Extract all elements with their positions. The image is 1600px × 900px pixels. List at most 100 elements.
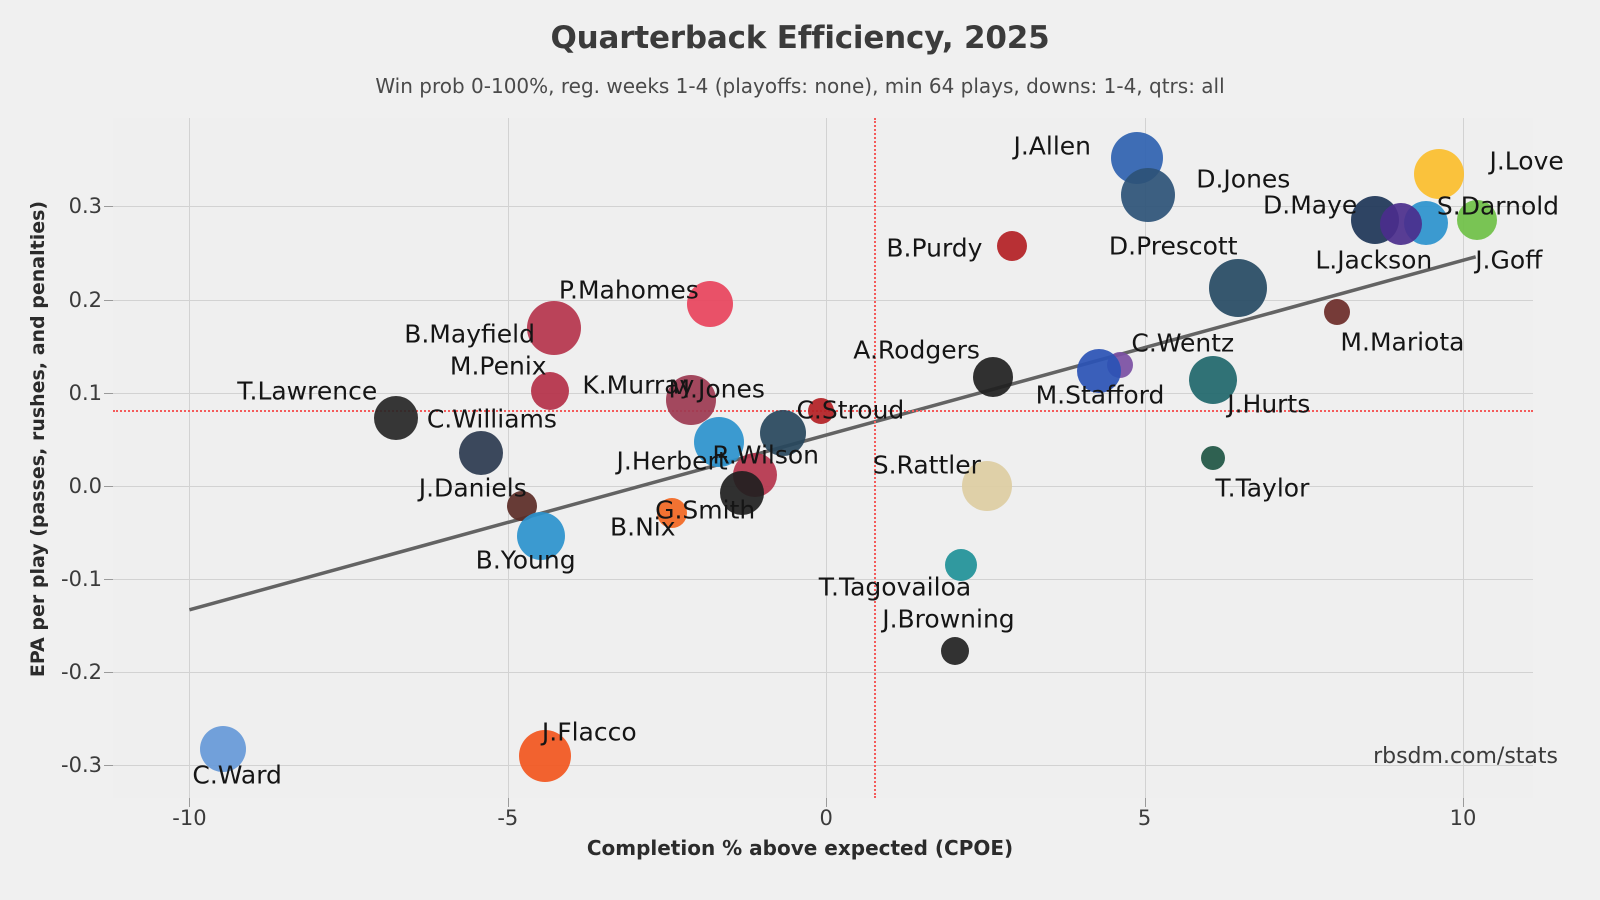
- tick-label-x-5: 5: [1137, 806, 1152, 830]
- data-point-b-nix[interactable]: [516, 512, 565, 561]
- x-axis-title: Completion % above expected (CPOE): [586, 836, 1014, 860]
- point-label-t-taylor: T.Taylor: [1215, 473, 1310, 503]
- tickmark-y--0.3: [104, 765, 113, 767]
- gridline-y-0.0: [113, 485, 1533, 487]
- data-point-j-herbert[interactable]: [720, 471, 765, 516]
- data-point-t-tagovailoa[interactable]: [945, 549, 978, 582]
- tickmark-y-0.1: [104, 392, 113, 394]
- tick-label-y--0.2: -0.2: [61, 660, 102, 685]
- data-point-unlabeled[interactable]: [808, 398, 835, 425]
- data-point-l-jackson[interactable]: [1379, 203, 1422, 246]
- data-point-b-purdy[interactable]: [997, 230, 1028, 261]
- point-label-t-tagovailoa: T.Tagovailoa: [818, 572, 972, 602]
- point-label-j-hurts: J.Hurts: [1227, 389, 1311, 419]
- point-label-j-daniels: J.Daniels: [418, 473, 527, 503]
- point-label-s-rattler: S.Rattler: [872, 450, 981, 480]
- tick-label-x--5: -5: [497, 806, 519, 830]
- gridline-x--5: [507, 118, 509, 798]
- data-point-m-mariota[interactable]: [1323, 298, 1350, 325]
- point-label-j-browning: J.Browning: [882, 604, 1015, 634]
- gridline-y--0.1: [113, 579, 1533, 581]
- point-label-c-wentz: C.Wentz: [1131, 328, 1235, 358]
- data-point-d-prescott[interactable]: [1208, 259, 1267, 318]
- data-point-d-jones[interactable]: [1121, 168, 1176, 223]
- gridline-y-0.2: [113, 299, 1533, 301]
- point-label-l-jackson: L.Jackson: [1315, 245, 1433, 275]
- tick-label-y--0.1: -0.1: [61, 567, 102, 592]
- point-label-j-goff: J.Goff: [1475, 245, 1543, 275]
- point-label-a-rodgers: A.Rodgers: [853, 335, 980, 365]
- tickmark-y--0.1: [104, 579, 113, 581]
- data-point-a-rodgers[interactable]: [973, 356, 1014, 397]
- point-label-g-smith: G.Smith: [655, 495, 756, 525]
- data-point-j-hurts[interactable]: [1189, 355, 1238, 404]
- point-label-k-murray: K.Murray: [582, 370, 695, 400]
- tick-label-y-0.2: 0.2: [68, 287, 102, 312]
- tickmark-y--0.2: [104, 672, 113, 674]
- data-point-j-flacco[interactable]: [518, 730, 571, 783]
- trend-line: [188, 255, 1477, 612]
- gridline-x-5: [1144, 118, 1146, 798]
- point-label-m-jones: M.Jones: [668, 374, 765, 404]
- gridline-x--10: [189, 118, 191, 798]
- gridline-y-0.3: [113, 206, 1533, 208]
- data-point-j-goff[interactable]: [1456, 199, 1497, 240]
- data-point-t-taylor[interactable]: [1201, 446, 1226, 470]
- point-label-d-prescott: D.Prescott: [1108, 231, 1238, 261]
- point-label-c-ward: C.Ward: [192, 760, 282, 790]
- data-point-j-browning[interactable]: [940, 636, 969, 665]
- point-label-s-darnold: S.Darnold: [1436, 191, 1560, 221]
- tick-label-x-10: 10: [1449, 806, 1477, 830]
- tickmark-x--5: [507, 798, 509, 807]
- gridline-x-0: [826, 118, 828, 798]
- data-point-t-lawrence[interactable]: [374, 395, 419, 440]
- point-label-r-wilson: R.Wilson: [712, 440, 820, 470]
- tickmark-y-0.0: [104, 485, 113, 487]
- data-point-b-mayfield[interactable]: [526, 300, 581, 355]
- point-label-d-maye: D.Maye: [1262, 190, 1358, 220]
- data-point-m-jones[interactable]: [694, 417, 745, 468]
- data-point-k-murray[interactable]: [666, 375, 717, 426]
- tick-label-y-0.1: 0.1: [68, 380, 102, 405]
- data-point-m-penix[interactable]: [531, 371, 570, 410]
- data-point-j-love[interactable]: [1413, 148, 1464, 199]
- y-axis-title: EPA per play (passes, rushes, and penalt…: [27, 200, 49, 678]
- tickmark-x-10: [1462, 798, 1464, 807]
- tick-label-y-0.3: 0.3: [68, 194, 102, 219]
- gridline-y--0.3: [113, 765, 1533, 767]
- point-label-m-mariota: M.Mariota: [1340, 327, 1465, 357]
- point-label-j-allen: J.Allen: [1013, 131, 1092, 161]
- data-point-c-williams[interactable]: [459, 431, 504, 476]
- tick-label-x-0: 0: [819, 806, 833, 830]
- tick-label-y-0.0: 0.0: [68, 473, 102, 498]
- tickmark-x-5: [1144, 798, 1146, 807]
- point-label-m-penix: M.Penix: [449, 351, 547, 381]
- tickmark-x--10: [189, 798, 191, 807]
- data-point-g-smith[interactable]: [657, 497, 688, 528]
- point-label-b-young: B.Young: [475, 545, 576, 575]
- point-label-j-herbert: J.Herbert: [616, 446, 728, 476]
- point-label-b-nix: B.Nix: [610, 512, 676, 542]
- point-label-b-purdy: B.Purdy: [886, 233, 983, 263]
- gridline-y--0.2: [113, 672, 1533, 674]
- data-point-c-stroud[interactable]: [759, 409, 806, 456]
- data-point-c-ward[interactable]: [199, 725, 246, 772]
- point-label-d-jones: D.Jones: [1196, 164, 1291, 194]
- tickmark-x-0: [826, 798, 828, 807]
- gridline-y-0.1: [113, 392, 1533, 394]
- watermark: rbsdm.com/stats: [1373, 744, 1558, 769]
- gridline-x-10: [1462, 118, 1464, 798]
- point-label-j-love: J.Love: [1489, 146, 1564, 176]
- data-point-m-stafford[interactable]: [1076, 349, 1121, 394]
- data-point-p-mahomes[interactable]: [686, 281, 733, 328]
- point-label-t-lawrence: T.Lawrence: [237, 376, 378, 406]
- tick-label-x--10: -10: [172, 806, 207, 830]
- chart-title: Quarterback Efficiency, 2025: [550, 20, 1050, 56]
- plot-area: J.Allen D.Jones J.Love D.Maye S.Darnold L.Jac…: [113, 118, 1564, 798]
- point-label-c-williams: C.Williams: [426, 404, 557, 434]
- point-label-j-flacco: J.Flacco: [541, 717, 637, 747]
- data-point-s-rattler[interactable]: [961, 460, 1012, 511]
- point-label-m-stafford: M.Stafford: [1035, 380, 1165, 410]
- chart-subtitle: Win prob 0-100%, reg. weeks 1-4 (playoff…: [375, 74, 1225, 98]
